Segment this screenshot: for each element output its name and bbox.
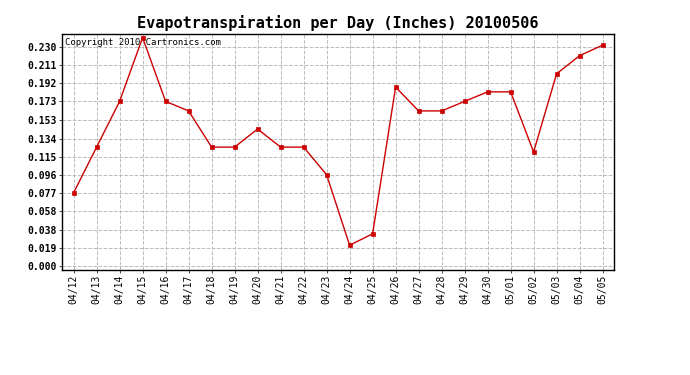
- Text: Copyright 2010 Cartronics.com: Copyright 2010 Cartronics.com: [65, 39, 221, 48]
- Title: Evapotranspiration per Day (Inches) 20100506: Evapotranspiration per Day (Inches) 2010…: [137, 15, 539, 31]
